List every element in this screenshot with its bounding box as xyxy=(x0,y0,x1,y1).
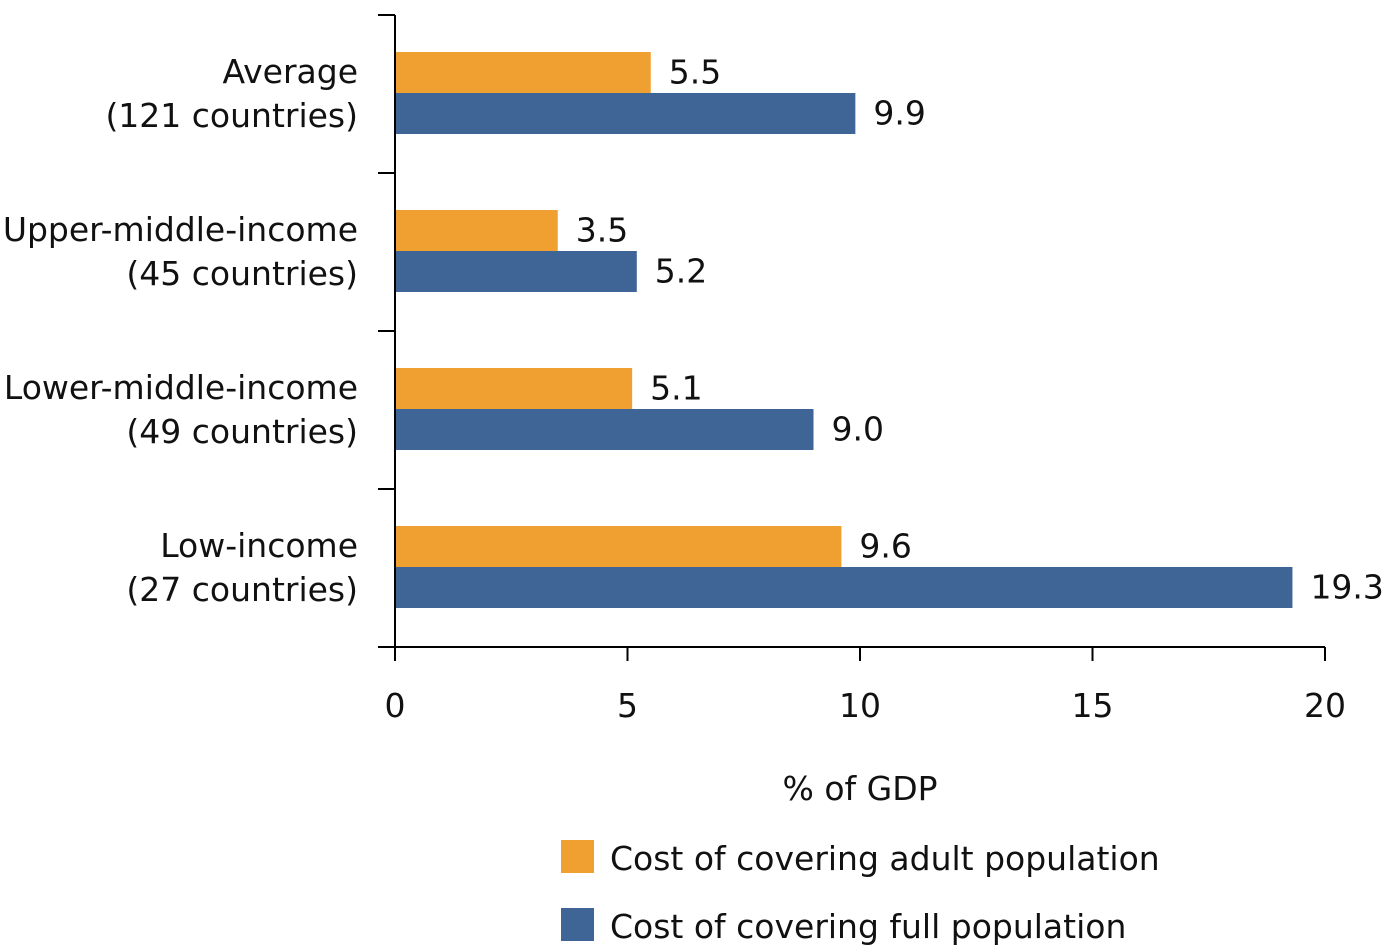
legend-label-full: Cost of covering full population xyxy=(610,907,1126,946)
bar-adult-2 xyxy=(395,368,633,409)
value-label: 9.0 xyxy=(832,410,884,449)
bar-adult-1 xyxy=(395,210,558,251)
value-label: 3.5 xyxy=(576,211,628,250)
category-label-line1: Lower-middle-income xyxy=(4,368,358,407)
value-label: 5.2 xyxy=(655,252,707,291)
value-label: 5.1 xyxy=(650,369,702,408)
x-tick-label: 5 xyxy=(617,686,638,725)
bar-full-0 xyxy=(395,93,856,134)
category-label-line1: Upper-middle-income xyxy=(3,210,358,249)
legend: Cost of covering adult population Cost of… xyxy=(561,839,1160,946)
value-label: 9.6 xyxy=(859,527,911,566)
value-label: 19.3 xyxy=(1310,568,1383,607)
value-label: 9.9 xyxy=(873,94,925,133)
value-label: 5.5 xyxy=(669,53,721,92)
x-tick-label: 15 xyxy=(1072,686,1114,725)
category-label-line1: Low-income xyxy=(160,526,358,565)
labels-layer: 5.5 9.9 Average (121 countries) 3.5 5.2 Upper-… xyxy=(3,52,1384,609)
bar-adult-3 xyxy=(395,526,842,567)
bar-full-1 xyxy=(395,251,637,292)
bar-full-2 xyxy=(395,409,814,450)
bar-full-3 xyxy=(395,567,1293,608)
x-tick-label: 20 xyxy=(1304,686,1346,725)
legend-swatch-full xyxy=(561,908,594,941)
bars-layer xyxy=(395,52,1293,608)
bar-adult-0 xyxy=(395,52,651,93)
x-axis-title: % of GDP xyxy=(782,769,937,808)
axes-layer: 0 5 10 15 20 xyxy=(378,14,1346,725)
category-label-line2: (27 countries) xyxy=(126,570,358,609)
category-label-line2: (49 countries) xyxy=(126,412,358,451)
category-label-line2: (45 countries) xyxy=(126,254,358,293)
category-label-line1: Average xyxy=(222,52,358,91)
category-label-line2: (121 countries) xyxy=(105,96,358,135)
legend-label-adult: Cost of covering adult population xyxy=(610,839,1160,878)
legend-swatch-adult xyxy=(561,840,594,873)
x-tick-label: 0 xyxy=(385,686,406,725)
x-tick-label: 10 xyxy=(839,686,881,725)
